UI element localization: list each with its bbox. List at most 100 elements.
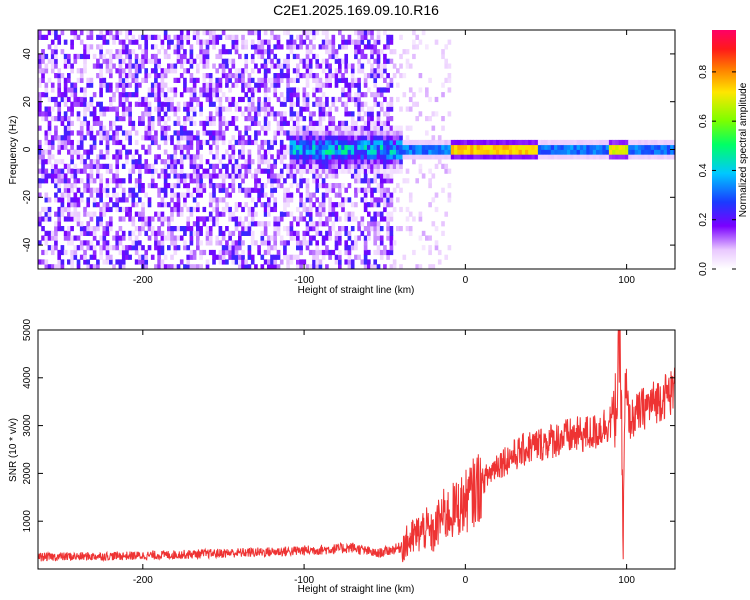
spectrogram-cell: [167, 163, 171, 169]
spectrogram-cell: [347, 216, 352, 222]
spectrogram-cell: [350, 202, 355, 208]
spectrogram-cell: [128, 149, 132, 155]
spectrogram-cell: [363, 245, 368, 251]
spectrogram-cell: [399, 264, 403, 269]
spectrogram-cell: [147, 235, 152, 241]
spectrogram-cell: [325, 192, 329, 198]
spectrogram-cell: [434, 139, 439, 146]
spectrogram-cell: [192, 197, 197, 203]
spectrogram-cell: [212, 168, 216, 174]
spectrogram-cell: [263, 159, 268, 165]
spectrogram-cell: [338, 30, 342, 36]
spectrogram-cell: [386, 73, 390, 79]
spectrogram-cell: [318, 96, 323, 103]
spectrogram-cell: [228, 192, 232, 198]
spectrogram-cell: [489, 149, 494, 155]
spectrogram-cell: [121, 44, 126, 50]
spectrogram-cell: [370, 168, 374, 174]
spectrogram-cell: [273, 173, 278, 179]
spectrogram-cell: [186, 192, 191, 198]
spectrogram-cell: [109, 101, 113, 107]
spectrogram-cell: [231, 178, 236, 184]
spectrogram-cell: [173, 235, 178, 241]
spectrogram-cell: [389, 192, 394, 198]
spectrogram-cell: [167, 125, 171, 131]
spectrogram-cell: [334, 183, 339, 189]
spectrogram-cell: [54, 53, 58, 60]
spectrogram-cell: [363, 168, 368, 174]
spectrogram-cell: [147, 92, 152, 98]
spectrogram-cell: [344, 120, 349, 126]
spectrogram-cell: [315, 125, 320, 131]
spectrogram-cell: [273, 87, 278, 93]
spectrogram-cell: [421, 149, 426, 155]
spectrogram-cell: [144, 130, 149, 136]
spectrogram-cell: [296, 183, 300, 189]
spectrogram-cell: [450, 139, 455, 146]
snr-x-tick-label: -200: [133, 575, 153, 586]
spectrogram-cell: [279, 168, 284, 174]
spectrogram-cell: [76, 211, 81, 217]
spectrogram-cell: [212, 249, 216, 256]
spectrogram-cell: [96, 34, 100, 40]
spectrogram-cell: [254, 211, 258, 217]
spectrogram-cell: [54, 44, 58, 50]
spectrogram-cell: [147, 101, 152, 107]
spectrogram-cell: [363, 139, 368, 146]
spectrogram-cell: [231, 116, 236, 122]
spectrogram-cell: [415, 144, 420, 150]
spectrogram-cell: [176, 120, 181, 126]
spectrogram-cell: [147, 120, 152, 126]
spectrogram-cell: [267, 101, 271, 107]
spectrogram-cell: [273, 111, 278, 117]
spectrogram-cell: [60, 245, 65, 251]
spectrogram-cell: [389, 139, 394, 146]
spectrogram-cell: [308, 149, 313, 155]
spectrogram-cell: [186, 116, 191, 122]
spectrogram-cell: [144, 96, 149, 103]
spectrogram-cell: [221, 197, 226, 203]
spectrogram-cell: [318, 82, 323, 88]
spectrogram-cell: [431, 149, 436, 155]
spectrogram-cell: [392, 125, 397, 131]
colorbar-tick-label: 0.4: [698, 163, 709, 177]
figure-title: C2E1.2025.169.09.10.R16: [273, 2, 439, 18]
spectrogram-cell: [163, 192, 168, 198]
spectrogram-cell: [296, 44, 300, 50]
spectrogram-cell: [328, 154, 332, 160]
snr-x-label: Height of straight line (km): [298, 584, 415, 595]
spectrogram-cell: [292, 77, 297, 83]
spectrogram-cell: [189, 230, 194, 236]
spectrogram-cell: [89, 192, 94, 198]
spectrogram-cell: [67, 230, 71, 236]
spectrogram-cell: [212, 206, 216, 213]
spectrogram-cell: [221, 58, 226, 64]
spectrogram-cell: [57, 77, 62, 83]
spectrogram-cell: [283, 30, 287, 36]
spectrogram-cell: [157, 211, 161, 217]
spectrogram-cell: [273, 178, 278, 184]
spectrogram-cell: [560, 139, 565, 146]
spectrogram-cell: [647, 154, 652, 160]
spectrogram-cell: [109, 120, 113, 126]
spectrogram-cell: [70, 130, 74, 136]
spectrogram-cell: [128, 30, 132, 36]
spectrogram-cell: [99, 101, 103, 107]
spectrogram-cell: [370, 154, 374, 160]
spectrogram-cell: [112, 63, 116, 69]
spectrogram-cell: [341, 73, 345, 79]
spectrogram-cell: [92, 92, 97, 98]
spectrogram-cell: [50, 154, 55, 160]
spectrogram-cell: [238, 221, 242, 227]
spectrogram-cell: [386, 135, 390, 141]
spectrogram-cell: [157, 106, 161, 112]
spectrogram-cell: [408, 230, 413, 236]
spectrogram-cell: [121, 73, 126, 79]
spectrogram-cell: [289, 135, 294, 141]
spectrogram-cell: [338, 264, 342, 269]
spectrogram-cell: [305, 96, 310, 103]
spectrogram-cell: [257, 168, 261, 174]
spectrogram-cell: [115, 87, 120, 93]
spectrogram-cell: [118, 92, 123, 98]
spectrogram-cell: [228, 206, 232, 213]
